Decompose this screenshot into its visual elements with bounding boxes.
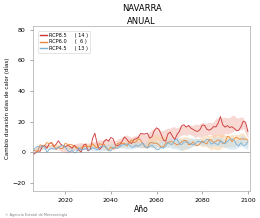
Title: NAVARRA
ANUAL: NAVARRA ANUAL: [122, 4, 161, 26]
Text: © Agencia Estatal de Meteorología: © Agencia Estatal de Meteorología: [5, 213, 67, 217]
X-axis label: Año: Año: [134, 205, 149, 214]
Y-axis label: Cambio duración olas de calor (días): Cambio duración olas de calor (días): [4, 58, 10, 159]
Legend: RCP8.5     ( 14 ), RCP6.0     (  6 ), RCP4.5     ( 13 ): RCP8.5 ( 14 ), RCP6.0 ( 6 ), RCP4.5 ( 13…: [38, 31, 90, 53]
